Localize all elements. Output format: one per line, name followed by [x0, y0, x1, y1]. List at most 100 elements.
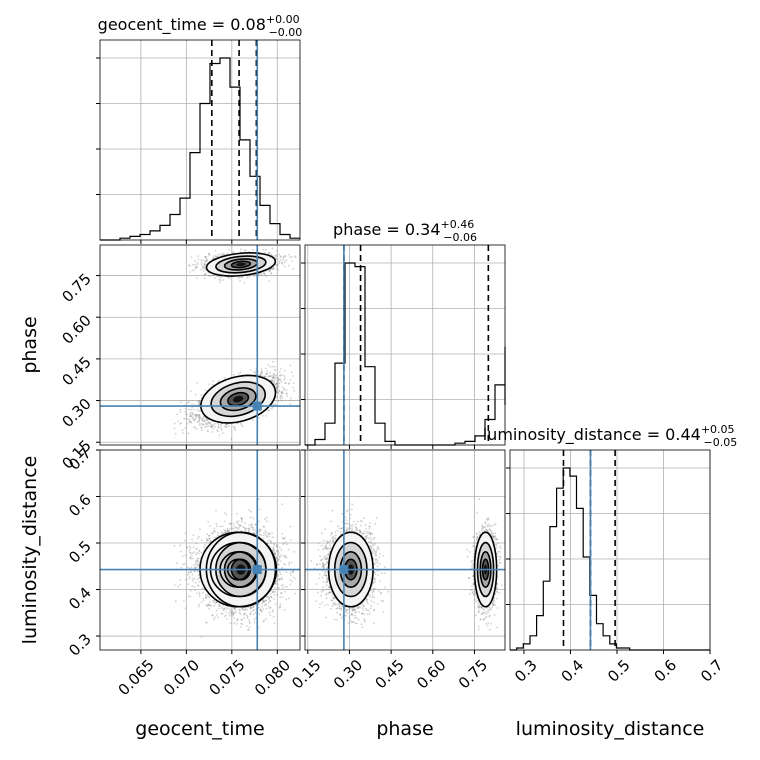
- sample-point: [273, 379, 276, 382]
- sample-point: [276, 395, 279, 398]
- sample-point: [283, 377, 286, 380]
- sample-point: [275, 255, 278, 257]
- sample-point: [193, 419, 196, 422]
- sample-point: [197, 409, 200, 412]
- sample-point: [259, 372, 262, 375]
- sample-point: [207, 430, 210, 433]
- sample-point: [204, 272, 207, 275]
- sample-point: [198, 414, 200, 416]
- sample-point: [220, 429, 223, 432]
- sample-point: [206, 418, 209, 421]
- sample-point: [270, 253, 273, 256]
- sample-point: [236, 422, 239, 425]
- sample-point: [289, 403, 292, 406]
- sample-point: [273, 380, 275, 383]
- sample-point: [241, 425, 244, 428]
- sample-point: [274, 369, 276, 371]
- sample-point: [205, 422, 208, 425]
- sample-point: [275, 374, 278, 377]
- sample-point: [208, 422, 211, 425]
- sample-point: [224, 425, 226, 428]
- sample-point: [263, 273, 266, 276]
- sample-point: [186, 401, 189, 404]
- sample-point: [273, 365, 276, 368]
- sample-point: [187, 408, 190, 411]
- sample-point: [272, 268, 274, 271]
- sample-point: [205, 423, 208, 425]
- sample-point: [189, 413, 192, 416]
- sample-point: [214, 255, 217, 258]
- sample-point: [203, 260, 206, 263]
- sample-point: [188, 415, 191, 417]
- sample-point: [277, 378, 280, 381]
- sample-point: [275, 386, 278, 389]
- sample-point: [233, 428, 236, 430]
- sample-point: [187, 401, 190, 403]
- sample-point: [281, 396, 284, 399]
- sample-point: [217, 422, 220, 425]
- sample-point: [272, 268, 275, 271]
- sample-point: [271, 365, 274, 368]
- sample-point: [214, 422, 216, 425]
- sample-point: [197, 420, 200, 422]
- sample-point: [287, 383, 290, 385]
- sample-point: [193, 269, 196, 272]
- sample-point: [260, 272, 263, 275]
- sample-point: [195, 416, 197, 418]
- sample-point: [276, 265, 279, 267]
- sample-point: [189, 415, 192, 418]
- sample-point: [271, 380, 274, 383]
- sample-point: [208, 252, 210, 255]
- sample-point: [265, 372, 268, 375]
- sample-point: [191, 403, 194, 405]
- sample-point: [269, 365, 272, 368]
- sample-point: [204, 426, 207, 429]
- sample-point: [204, 389, 207, 392]
- sample-point: [263, 272, 266, 275]
- sample-point: [266, 372, 268, 375]
- sample-point: [268, 375, 270, 378]
- sample-point: [179, 411, 182, 413]
- sample-point: [221, 276, 223, 278]
- sample-point: [254, 373, 257, 376]
- sample-point: [278, 382, 281, 385]
- sample-point: [205, 257, 208, 260]
- sample-point: [202, 265, 205, 268]
- sample-point: [271, 379, 273, 382]
- sample-point: [196, 263, 199, 266]
- sample-point: [200, 268, 203, 271]
- sample-point: [265, 248, 267, 251]
- sample-point: [259, 374, 261, 376]
- sample-point: [268, 269, 271, 271]
- sample-point: [284, 369, 286, 372]
- sample-point: [283, 379, 286, 381]
- sample-point: [279, 397, 282, 400]
- sample-point: [212, 257, 215, 260]
- sample-point: [219, 279, 222, 282]
- sample-point: [272, 376, 275, 378]
- sample-point: [232, 251, 235, 253]
- sample-point: [220, 427, 223, 430]
- sample-point: [271, 406, 274, 409]
- sample-point: [206, 258, 209, 261]
- sample-point: [209, 425, 212, 428]
- sample-point: [200, 394, 203, 397]
- sample-point: [206, 419, 208, 422]
- sample-point: [205, 418, 208, 421]
- sample-point: [289, 399, 292, 402]
- sample-point: [277, 400, 280, 402]
- sample-point: [191, 413, 194, 415]
- sample-point: [194, 393, 197, 396]
- sample-point: [267, 409, 270, 412]
- sample-point: [221, 252, 224, 255]
- sample-point: [200, 263, 203, 266]
- sample-point: [199, 417, 202, 419]
- sample-point: [198, 417, 201, 420]
- sample-point: [219, 281, 221, 284]
- sample-point: [220, 425, 223, 428]
- sample-point: [210, 274, 213, 277]
- sample-point: [280, 394, 283, 397]
- sample-point: [185, 413, 187, 416]
- sample-point: [200, 426, 203, 429]
